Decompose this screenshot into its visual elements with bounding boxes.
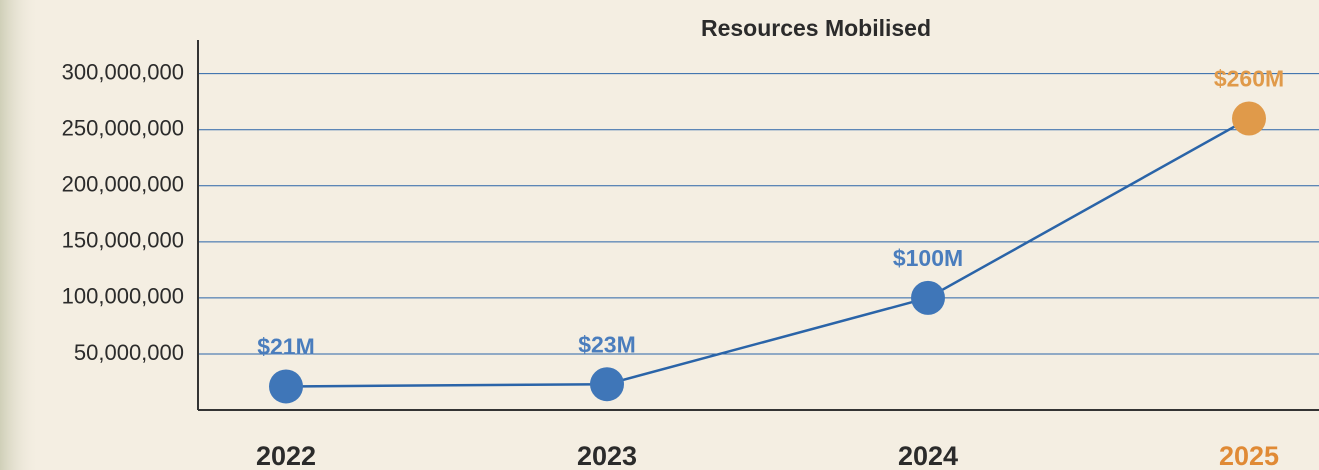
x-tick-label: 2024: [898, 441, 958, 470]
data-label: $100M: [893, 245, 963, 271]
data-point: [269, 369, 303, 404]
data-point: [1232, 101, 1266, 136]
x-tick-label: 2025: [1219, 441, 1279, 470]
y-tick-label: 250,000,000: [62, 116, 184, 141]
y-tick-label: 200,000,000: [62, 172, 184, 197]
x-tick-label: 2023: [577, 441, 637, 470]
x-tick-label: 2022: [256, 441, 316, 470]
background-edge: [0, 0, 40, 470]
data-label: $23M: [578, 331, 636, 357]
y-tick-label: 150,000,000: [62, 228, 184, 253]
data-line: [285, 117, 1250, 388]
y-tick-label: 100,000,000: [62, 284, 184, 309]
data-label: $21M: [257, 334, 315, 360]
y-tick-label: 50,000,000: [74, 340, 184, 365]
y-tick-label: 300,000,000: [62, 59, 184, 84]
data-point: [911, 280, 945, 315]
data-point: [590, 367, 624, 402]
data-label: $260M: [1214, 66, 1284, 92]
chart-title: Resources Mobilised: [701, 15, 931, 41]
